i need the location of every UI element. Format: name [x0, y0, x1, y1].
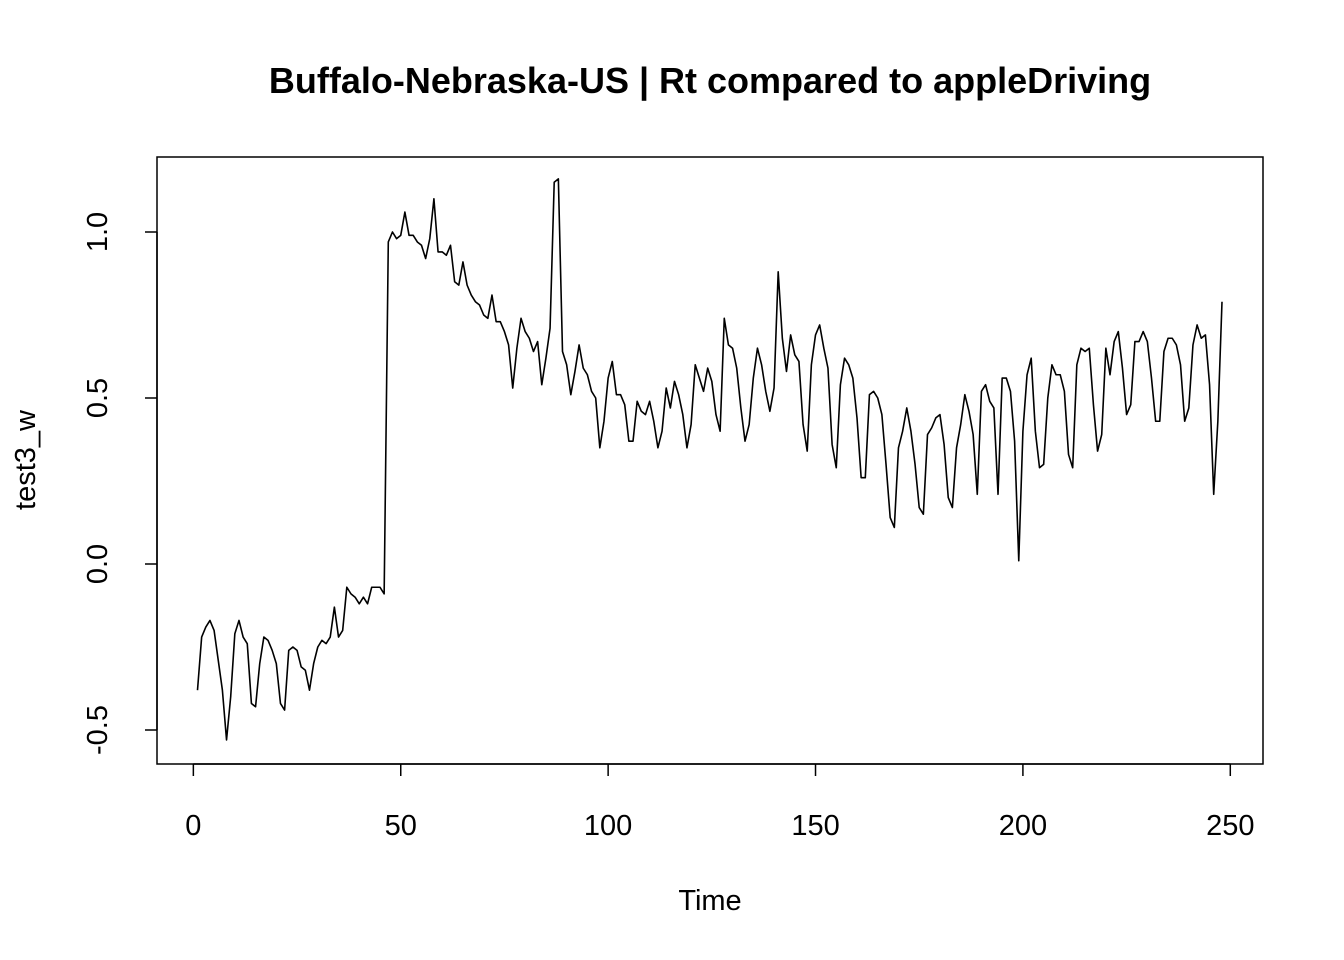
y-tick-label: 0.0 — [82, 544, 114, 584]
x-tick-label: 250 — [1206, 810, 1254, 842]
series-line-1 — [196, 178, 1223, 741]
y-tick-label: 0.5 — [82, 378, 114, 418]
plot-area-frame — [156, 156, 1264, 765]
series-layer — [196, 178, 1223, 741]
y-tick-label: 1.0 — [82, 212, 114, 252]
x-tick-label: 50 — [385, 810, 417, 842]
x-tick-label: 100 — [584, 810, 632, 842]
y-axis-label: test3_w — [10, 409, 42, 510]
y-tick-label: -0.5 — [82, 705, 114, 755]
x-tick-label: 0 — [185, 810, 201, 842]
x-axis: 0 50 100 150 200 250 — [185, 763, 1254, 842]
x-tick-label: 150 — [791, 810, 839, 842]
x-tick-label: 200 — [999, 810, 1047, 842]
chart-title: Buffalo-Nebraska-US | Rt compared to app… — [269, 60, 1151, 102]
x-axis-label: Time — [678, 885, 741, 917]
y-axis: -0.5 0.0 0.5 1.0 — [82, 212, 158, 755]
